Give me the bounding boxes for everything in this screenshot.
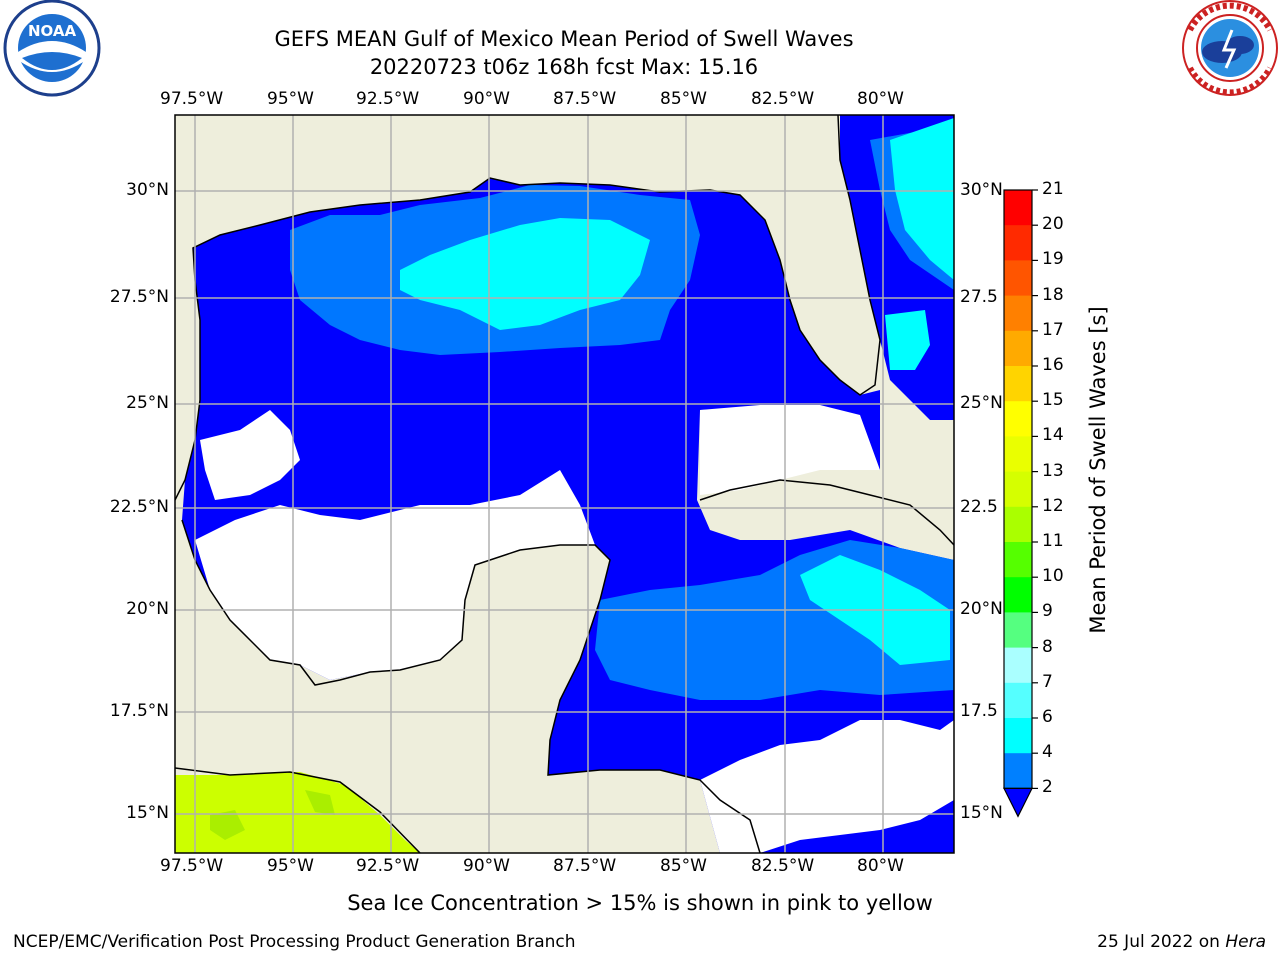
colorbar: [1003, 189, 1038, 818]
colorbar-segment: [1004, 330, 1032, 367]
lon-tick-label: 82.5°W: [751, 89, 815, 109]
noaa-logo-text: NOAA: [28, 22, 77, 40]
colorbar-segment: [1004, 260, 1032, 297]
lon-tick-label: 87.5°W: [553, 856, 617, 876]
colorbar-extend-arrow: [1003, 787, 1033, 818]
lat-tick-label: 27.5: [960, 287, 998, 307]
lon-tick-label: 80°W: [857, 89, 904, 109]
nodata-florida-straits: [700, 405, 880, 495]
colorbar-tick-label: 2: [1042, 777, 1053, 798]
colorbar-tick-label: 12: [1042, 495, 1064, 516]
colorbar-tick-label: 4: [1042, 742, 1053, 763]
footer-date: 25 Jul 2022 on Hera: [1097, 932, 1266, 952]
colorbar-tick-label: 14: [1042, 425, 1064, 446]
map-area: [175, 115, 954, 853]
colorbar-segment: [1004, 718, 1032, 754]
lat-tick-label: 17.5°N: [109, 701, 169, 721]
colorbar-segment: [1004, 506, 1032, 543]
colorbar-segment: [1004, 225, 1032, 261]
lon-tick-label: 82.5°W: [751, 856, 815, 876]
noaa-logo: NOAA: [3, 0, 101, 97]
colorbar-tick-label: 13: [1042, 460, 1064, 481]
colorbar-segment: [1004, 190, 1032, 226]
colorbar-tick-label: 11: [1042, 531, 1064, 551]
lat-tick-label: 22.5°N: [109, 497, 169, 517]
chart-title: GEFS MEAN Gulf of Mexico Mean Period of …: [274, 27, 854, 51]
colorbar-tick-label: 9: [1042, 601, 1053, 622]
colorbar-segment: [1004, 647, 1032, 684]
colorbar-tick-label: 6: [1042, 707, 1053, 727]
lon-tick-label: 90°W: [463, 89, 510, 109]
colorbar-segment: [1004, 612, 1032, 649]
lat-tick-label: 30°N: [126, 180, 169, 200]
lon-tick-label: 92.5°W: [356, 856, 420, 876]
colorbar-frame: [1003, 189, 1033, 790]
nodata-west: [200, 410, 300, 500]
lat-tick-label: 27.5°N: [109, 287, 169, 307]
coastline-mexico: [181, 519, 761, 853]
lon-tick-label: 97.5°W: [160, 856, 224, 876]
colorbar-tick-label: 21: [1042, 179, 1064, 199]
colorbar-label: Mean Period of Swell Waves [s]: [1086, 306, 1110, 634]
footer-date-text: 25 Jul 2022 on: [1097, 932, 1226, 952]
colorbar-segment: [1004, 295, 1032, 332]
lon-tick-label: 90°W: [463, 856, 510, 876]
sea-ice-note: Sea Ice Concentration > 15% is shown in …: [347, 891, 933, 915]
lat-tick-label: 15°N: [960, 803, 1003, 823]
colorbar-segment: [1004, 577, 1032, 613]
chart-subtitle: 20220723 t06z 168h fcst Max: 15.16: [369, 55, 759, 79]
nodata-campeche: [195, 470, 595, 680]
lon-tick-label: 85°W: [660, 856, 707, 876]
colorbar-segment: [1004, 436, 1032, 473]
coastline-pacific: [175, 767, 421, 853]
lat-tick-label: 25°N: [960, 393, 1003, 413]
colorbar-segment: [1004, 366, 1032, 402]
lat-tick-label: 22.5: [960, 497, 998, 517]
colorbar-segment: [1004, 471, 1032, 508]
colorbar-tick-label: 17: [1042, 319, 1064, 340]
graticule: [175, 115, 954, 853]
colorbar-tick-label: 7: [1042, 671, 1053, 692]
nodata-caribbean: [700, 720, 954, 853]
lat-tick-label: 20°N: [960, 599, 1003, 619]
coastline-cuba: [699, 479, 954, 546]
lat-tick-label: 15°N: [126, 803, 169, 823]
lat-tick-label: 30°N: [960, 180, 1003, 200]
colorbar-tick-label: 15: [1042, 390, 1064, 411]
map-frame: [174, 114, 955, 854]
lon-tick-label: 85°W: [660, 89, 707, 109]
nws-logo: [1182, 0, 1278, 96]
lon-tick-label: 80°W: [857, 856, 904, 876]
colorbar-segment: [1004, 682, 1032, 719]
swell-zone-high-atlantic: [890, 118, 954, 280]
colorbar-tick-label: 10: [1042, 566, 1064, 587]
colorbar-tick-label: 8: [1042, 636, 1053, 657]
colorbar-tick-label: 19: [1042, 249, 1064, 270]
colorbar-segment: [1004, 401, 1032, 437]
colorbar-tick-label: 20: [1042, 214, 1064, 235]
lon-tick-label: 95°W: [267, 856, 314, 876]
coastline-gulf: [175, 115, 881, 501]
footer-credit: NCEP/EMC/Verification Post Processing Pr…: [13, 932, 576, 952]
lon-tick-label: 92.5°W: [356, 89, 420, 109]
colorbar-segment: [1004, 753, 1032, 789]
sea-ice-zone-inner: [210, 790, 335, 840]
colorbar-tick-label: 16: [1042, 355, 1064, 375]
lat-tick-label: 20°N: [126, 599, 169, 619]
footer-host: Hera: [1225, 932, 1266, 952]
lat-tick-label: 25°N: [126, 393, 169, 413]
lat-tick-label: 17.5: [960, 701, 998, 721]
lon-tick-label: 87.5°W: [553, 89, 617, 109]
lon-tick-label: 95°W: [267, 89, 314, 109]
colorbar-tick-label: 18: [1042, 284, 1064, 305]
swell-zone-high-bahamas: [885, 310, 930, 370]
lon-tick-label: 97.5°W: [160, 89, 224, 109]
colorbar-segment: [1004, 542, 1032, 578]
